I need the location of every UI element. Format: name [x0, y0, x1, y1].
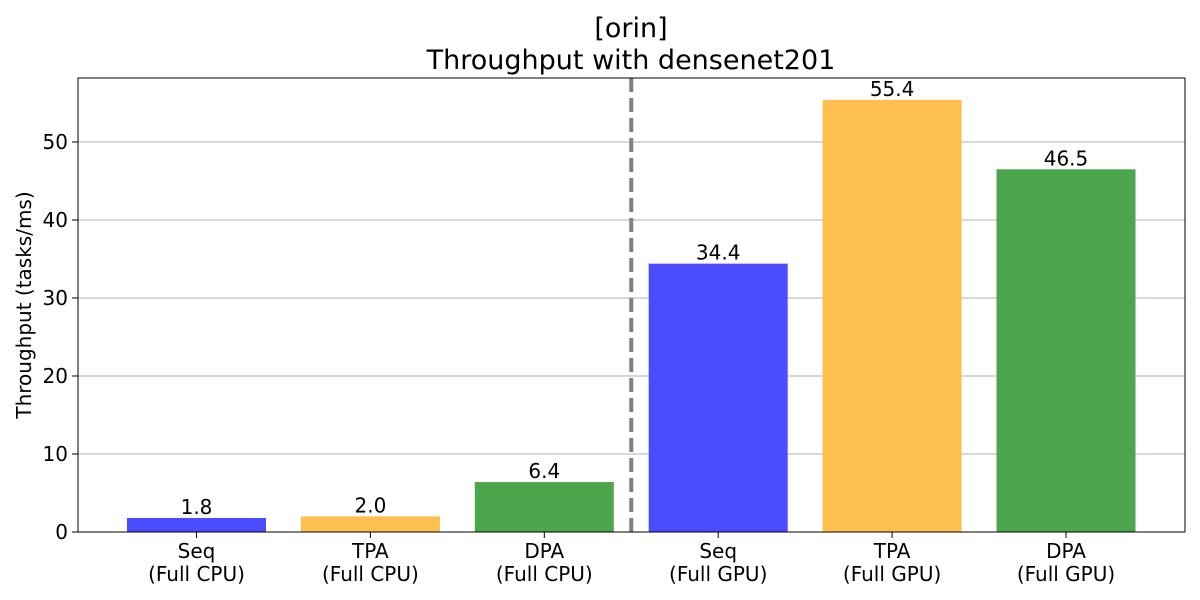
x-tick-label-line: (Full GPU) — [843, 562, 941, 586]
x-tick-label: TPA (Full GPU) — [843, 539, 941, 586]
bar-value-label: 55.4 — [870, 77, 915, 101]
y-tick-label: 20 — [43, 364, 68, 388]
bar-value-label: 6.4 — [528, 459, 560, 483]
x-tick-label-line: Seq — [699, 539, 737, 563]
x-tick-label-line: (Full CPU) — [148, 562, 245, 586]
bar — [300, 516, 440, 532]
chart-title: [orin] — [594, 13, 667, 44]
y-tick-label: 30 — [43, 286, 68, 310]
bar-value-labels: 1.8 2.0 6.4 34.4 55.4 46.5 — [181, 77, 1089, 519]
x-tick-label-line: (Full GPU) — [1017, 562, 1115, 586]
bar — [648, 263, 788, 532]
bar — [474, 482, 614, 532]
bar — [127, 517, 266, 532]
chart-subtitle: Throughput with densenet201 — [426, 45, 836, 76]
x-tick-label-line: (Full GPU) — [669, 562, 767, 586]
x-tick-label: TPA (Full CPU) — [322, 539, 419, 586]
x-tick-label-line: Seq — [178, 539, 216, 563]
y-tick-label: 40 — [43, 208, 68, 232]
x-tick-label-line: (Full CPU) — [496, 562, 593, 586]
y-axis-label: Throughput (tasks/ms) — [12, 191, 36, 419]
x-tick-label: Seq (Full CPU) — [148, 539, 245, 586]
y-axis-ticks: 0 10 20 30 40 50 — [43, 130, 78, 544]
x-axis-ticks: Seq (Full CPU)TPA (Full CPU)DPA (Full CPU)S… — [148, 532, 1115, 586]
x-tick-label-line: TPA — [351, 539, 389, 563]
bar-value-label: 2.0 — [354, 493, 386, 517]
plot-frame — [77, 77, 1186, 533]
bar-value-label: 46.5 — [1044, 146, 1089, 170]
bar — [822, 99, 962, 533]
bars — [127, 99, 1136, 533]
bar-value-label: 34.4 — [696, 241, 741, 265]
x-tick-label-line: DPA — [524, 539, 564, 563]
x-tick-label: Seq (Full GPU) — [669, 539, 767, 586]
x-tick-label-line: (Full CPU) — [322, 562, 419, 586]
y-tick-label: 10 — [43, 442, 68, 466]
y-tick-label: 50 — [43, 130, 68, 154]
y-tick-label: 0 — [55, 520, 68, 544]
bar — [996, 169, 1136, 532]
x-tick-label-line: DPA — [1046, 539, 1086, 563]
x-tick-label: DPA (Full GPU) — [1017, 539, 1115, 586]
x-tick-label-line: TPA — [873, 539, 911, 563]
bar-value-label: 1.8 — [181, 495, 213, 519]
x-tick-label: DPA (Full CPU) — [496, 539, 593, 586]
